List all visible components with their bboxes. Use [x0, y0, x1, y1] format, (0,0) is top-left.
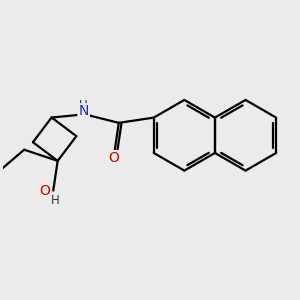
Text: N: N — [78, 104, 89, 118]
Text: O: O — [108, 151, 119, 165]
Text: O: O — [39, 184, 50, 198]
Text: H: H — [79, 99, 88, 112]
Text: H: H — [51, 194, 60, 207]
